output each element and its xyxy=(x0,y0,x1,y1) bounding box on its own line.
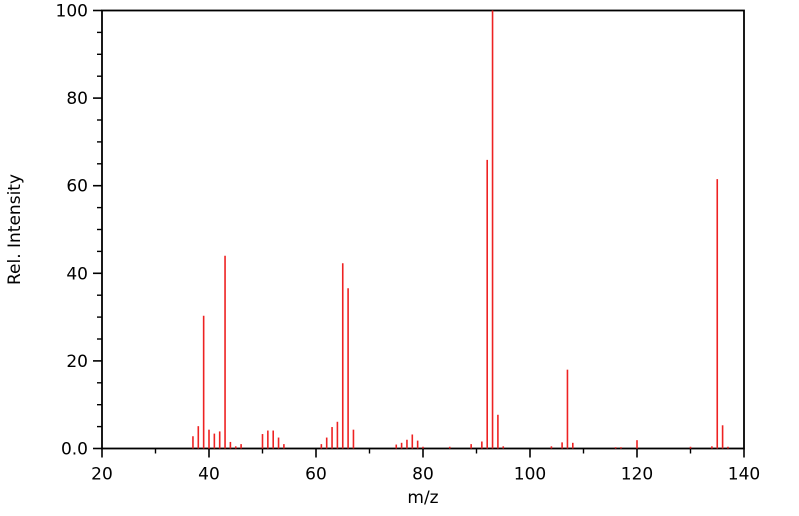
y-tick-label: 80 xyxy=(66,89,88,109)
axis-ticks xyxy=(93,9,745,458)
y-tick-label: 0.0 xyxy=(61,440,88,460)
y-tick-label: 40 xyxy=(66,264,88,284)
plot-border xyxy=(101,9,745,450)
spectrum-peaks xyxy=(192,10,729,449)
x-tick-label: 80 xyxy=(412,465,434,485)
x-tick-label: 20 xyxy=(91,465,113,485)
y-tick-label: 20 xyxy=(66,352,88,372)
x-tick-label: 60 xyxy=(305,465,327,485)
x-tick-label: 100 xyxy=(514,465,546,485)
x-tick-label: 140 xyxy=(728,465,760,485)
y-tick-label: 100 xyxy=(56,2,88,22)
x-tick-label: 40 xyxy=(198,465,220,485)
plot-spines xyxy=(101,9,745,450)
x-tick-label: 120 xyxy=(621,465,653,485)
x-axis-label: m/z xyxy=(407,488,438,508)
y-axis-label: Rel. Intensity xyxy=(5,174,25,285)
y-tick-label: 60 xyxy=(66,177,88,197)
